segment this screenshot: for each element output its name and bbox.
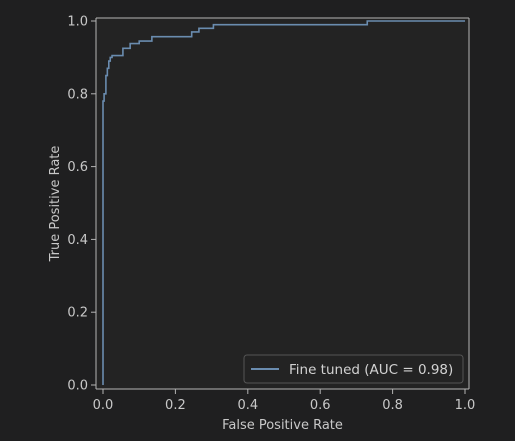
y-tick-label: 0.8	[67, 87, 88, 102]
x-tick-label: 0.6	[310, 398, 331, 413]
y-axis-label: True Positive Rate	[48, 146, 63, 263]
x-tick-label: 0.4	[237, 398, 258, 413]
y-tick-label: 0.6	[67, 160, 88, 175]
roc-curve-line	[102, 20, 465, 385]
axes-background	[96, 18, 469, 389]
y-axis-ticks: 0.0 0.2 0.4 0.6 0.8 1.0	[67, 15, 96, 394]
legend-label: Fine tuned (AUC = 0.98)	[289, 362, 453, 378]
y-tick-label: 0.0	[67, 379, 88, 394]
plot-area	[96, 18, 469, 389]
y-tick-label: 0.4	[67, 233, 88, 248]
x-tick-label: 0.2	[165, 398, 186, 413]
series-layer	[102, 20, 465, 385]
axes-frame	[95, 17, 470, 390]
legend-box	[243, 354, 464, 384]
x-tick-label: 1.0	[455, 398, 476, 413]
x-tick-label: 0.0	[93, 398, 114, 413]
y-tick-label: 1.0	[67, 15, 88, 30]
x-axis-label: False Positive Rate	[222, 418, 343, 433]
legend: Fine tuned (AUC = 0.98)	[243, 354, 464, 384]
x-tick-label: 0.8	[382, 398, 403, 413]
x-axis-ticks: 0.0 0.2 0.4 0.6 0.8 1.0	[93, 389, 476, 413]
y-tick-label: 0.2	[67, 306, 88, 321]
